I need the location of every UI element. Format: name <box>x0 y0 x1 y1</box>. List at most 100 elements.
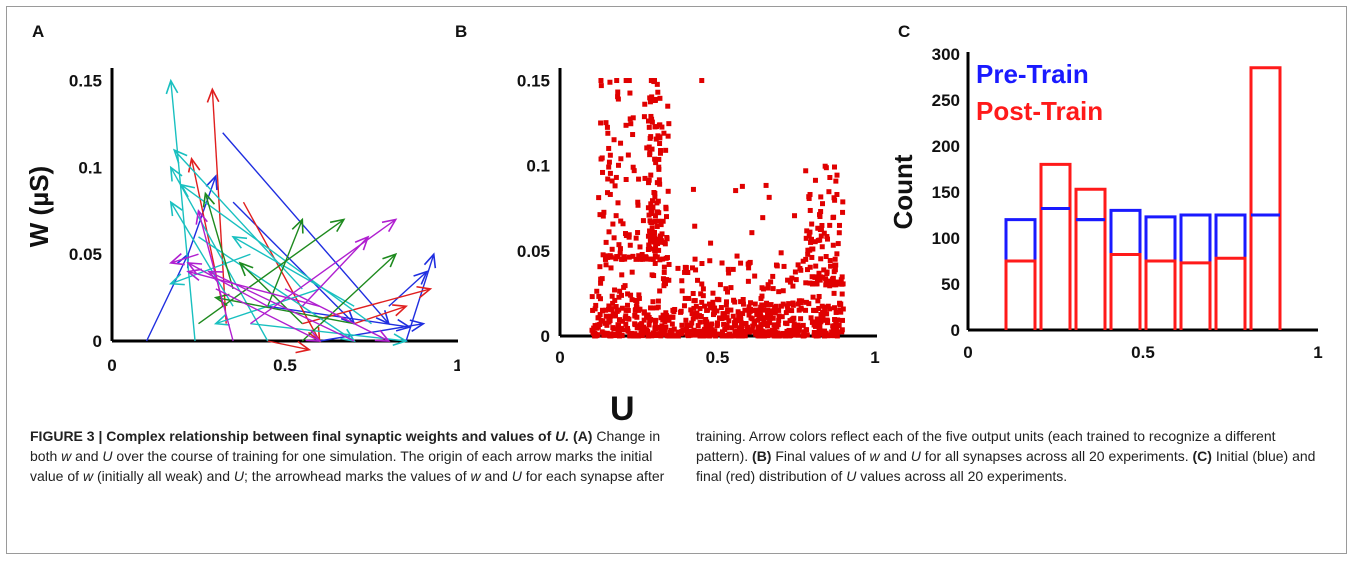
data-point <box>646 144 652 150</box>
data-point <box>675 265 681 271</box>
data-point <box>814 316 820 322</box>
data-point <box>692 332 698 338</box>
pre-train-bar <box>1109 208 1142 330</box>
x-tick-label: 0 <box>107 356 116 375</box>
data-point <box>753 307 759 313</box>
legend-pre-train: Pre-Train <box>976 59 1089 89</box>
pre-train-bar <box>1074 218 1107 330</box>
data-point <box>650 305 656 311</box>
data-point <box>724 322 730 328</box>
data-point <box>819 328 825 334</box>
data-point <box>827 306 833 312</box>
data-point <box>787 328 793 334</box>
arrow-head <box>295 340 312 354</box>
data-point <box>604 322 610 328</box>
caption-text: training. Arrow colors reflect each of t… <box>696 428 1276 464</box>
data-point <box>661 331 667 337</box>
data-point <box>806 233 812 239</box>
data-point <box>745 327 751 333</box>
data-point <box>838 277 844 283</box>
data-point <box>650 204 656 210</box>
arrow-head <box>382 252 398 268</box>
caption-text: values across all 20 experiments. <box>856 468 1068 484</box>
data-point <box>607 152 613 158</box>
data-point <box>781 331 787 337</box>
data-point <box>616 333 622 339</box>
arrow-head <box>392 304 408 317</box>
data-point <box>597 264 603 270</box>
data-point <box>628 292 634 298</box>
data-point <box>767 320 773 326</box>
data-point <box>647 318 653 324</box>
data-point <box>705 329 711 335</box>
y-tick-label: 0.1 <box>78 158 102 177</box>
data-point <box>648 219 654 225</box>
x-tick-label: 1 <box>1313 343 1322 362</box>
arrow-head <box>375 310 391 326</box>
data-point <box>666 317 672 323</box>
data-point <box>616 242 622 248</box>
data-point <box>601 330 607 336</box>
data-point <box>742 307 748 313</box>
data-point <box>835 241 841 247</box>
data-point <box>809 254 815 260</box>
caption-text: for each synapse after <box>521 468 665 484</box>
data-point <box>657 331 663 337</box>
data-point <box>679 288 685 294</box>
data-point <box>726 270 732 276</box>
data-point <box>801 332 807 338</box>
data-point <box>630 164 636 170</box>
arrow-shaft <box>215 296 355 325</box>
arrow-head <box>168 273 185 286</box>
data-point <box>660 256 666 262</box>
data-point <box>824 311 830 317</box>
data-point <box>734 253 740 259</box>
data-point <box>645 205 651 211</box>
data-point <box>597 312 603 318</box>
data-point <box>652 213 658 219</box>
arrow-shaft <box>222 132 390 325</box>
arrow-head <box>409 319 426 333</box>
data-point <box>590 307 596 313</box>
data-point <box>786 307 792 313</box>
data-point <box>629 297 635 303</box>
data-point <box>770 273 776 279</box>
data-point <box>778 250 784 256</box>
arrow-head <box>186 268 203 281</box>
data-point <box>732 332 738 338</box>
data-point <box>657 141 663 147</box>
data-point <box>771 322 777 328</box>
data-point <box>805 247 811 253</box>
data-point <box>739 183 745 189</box>
data-point <box>662 241 668 247</box>
data-point <box>812 177 818 183</box>
data-point <box>611 137 617 143</box>
data-point <box>827 174 833 180</box>
data-point <box>695 323 701 329</box>
data-point <box>647 135 653 141</box>
data-point <box>602 256 608 262</box>
data-point <box>636 295 642 301</box>
legend-post-train: Post-Train <box>976 96 1103 126</box>
data-point <box>603 239 609 245</box>
arrow-shaft <box>170 80 196 342</box>
data-point <box>646 124 652 130</box>
data-point <box>699 78 705 84</box>
data-point <box>658 315 664 321</box>
arrow-shaft <box>187 270 320 307</box>
data-point <box>648 232 654 238</box>
data-point <box>617 246 623 252</box>
arrow-shaft <box>198 218 345 325</box>
data-point <box>616 330 622 336</box>
data-point <box>758 304 764 310</box>
data-point <box>621 327 627 333</box>
data-point <box>658 239 664 245</box>
data-point <box>662 319 668 325</box>
data-point <box>714 308 720 314</box>
data-point <box>636 176 642 182</box>
data-point <box>796 327 802 333</box>
data-point <box>665 188 671 194</box>
data-point <box>757 331 763 337</box>
data-point <box>809 319 815 325</box>
arrow-shaft <box>170 253 251 285</box>
